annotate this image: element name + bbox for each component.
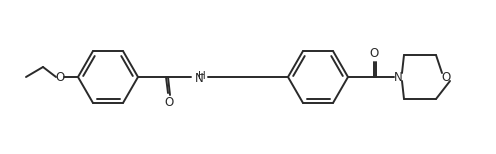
Text: O: O: [56, 71, 64, 83]
Text: H: H: [198, 71, 206, 81]
Text: N: N: [195, 71, 204, 85]
Text: N: N: [394, 71, 402, 83]
Text: O: O: [441, 71, 451, 83]
Text: O: O: [164, 95, 174, 109]
Text: O: O: [370, 47, 378, 59]
